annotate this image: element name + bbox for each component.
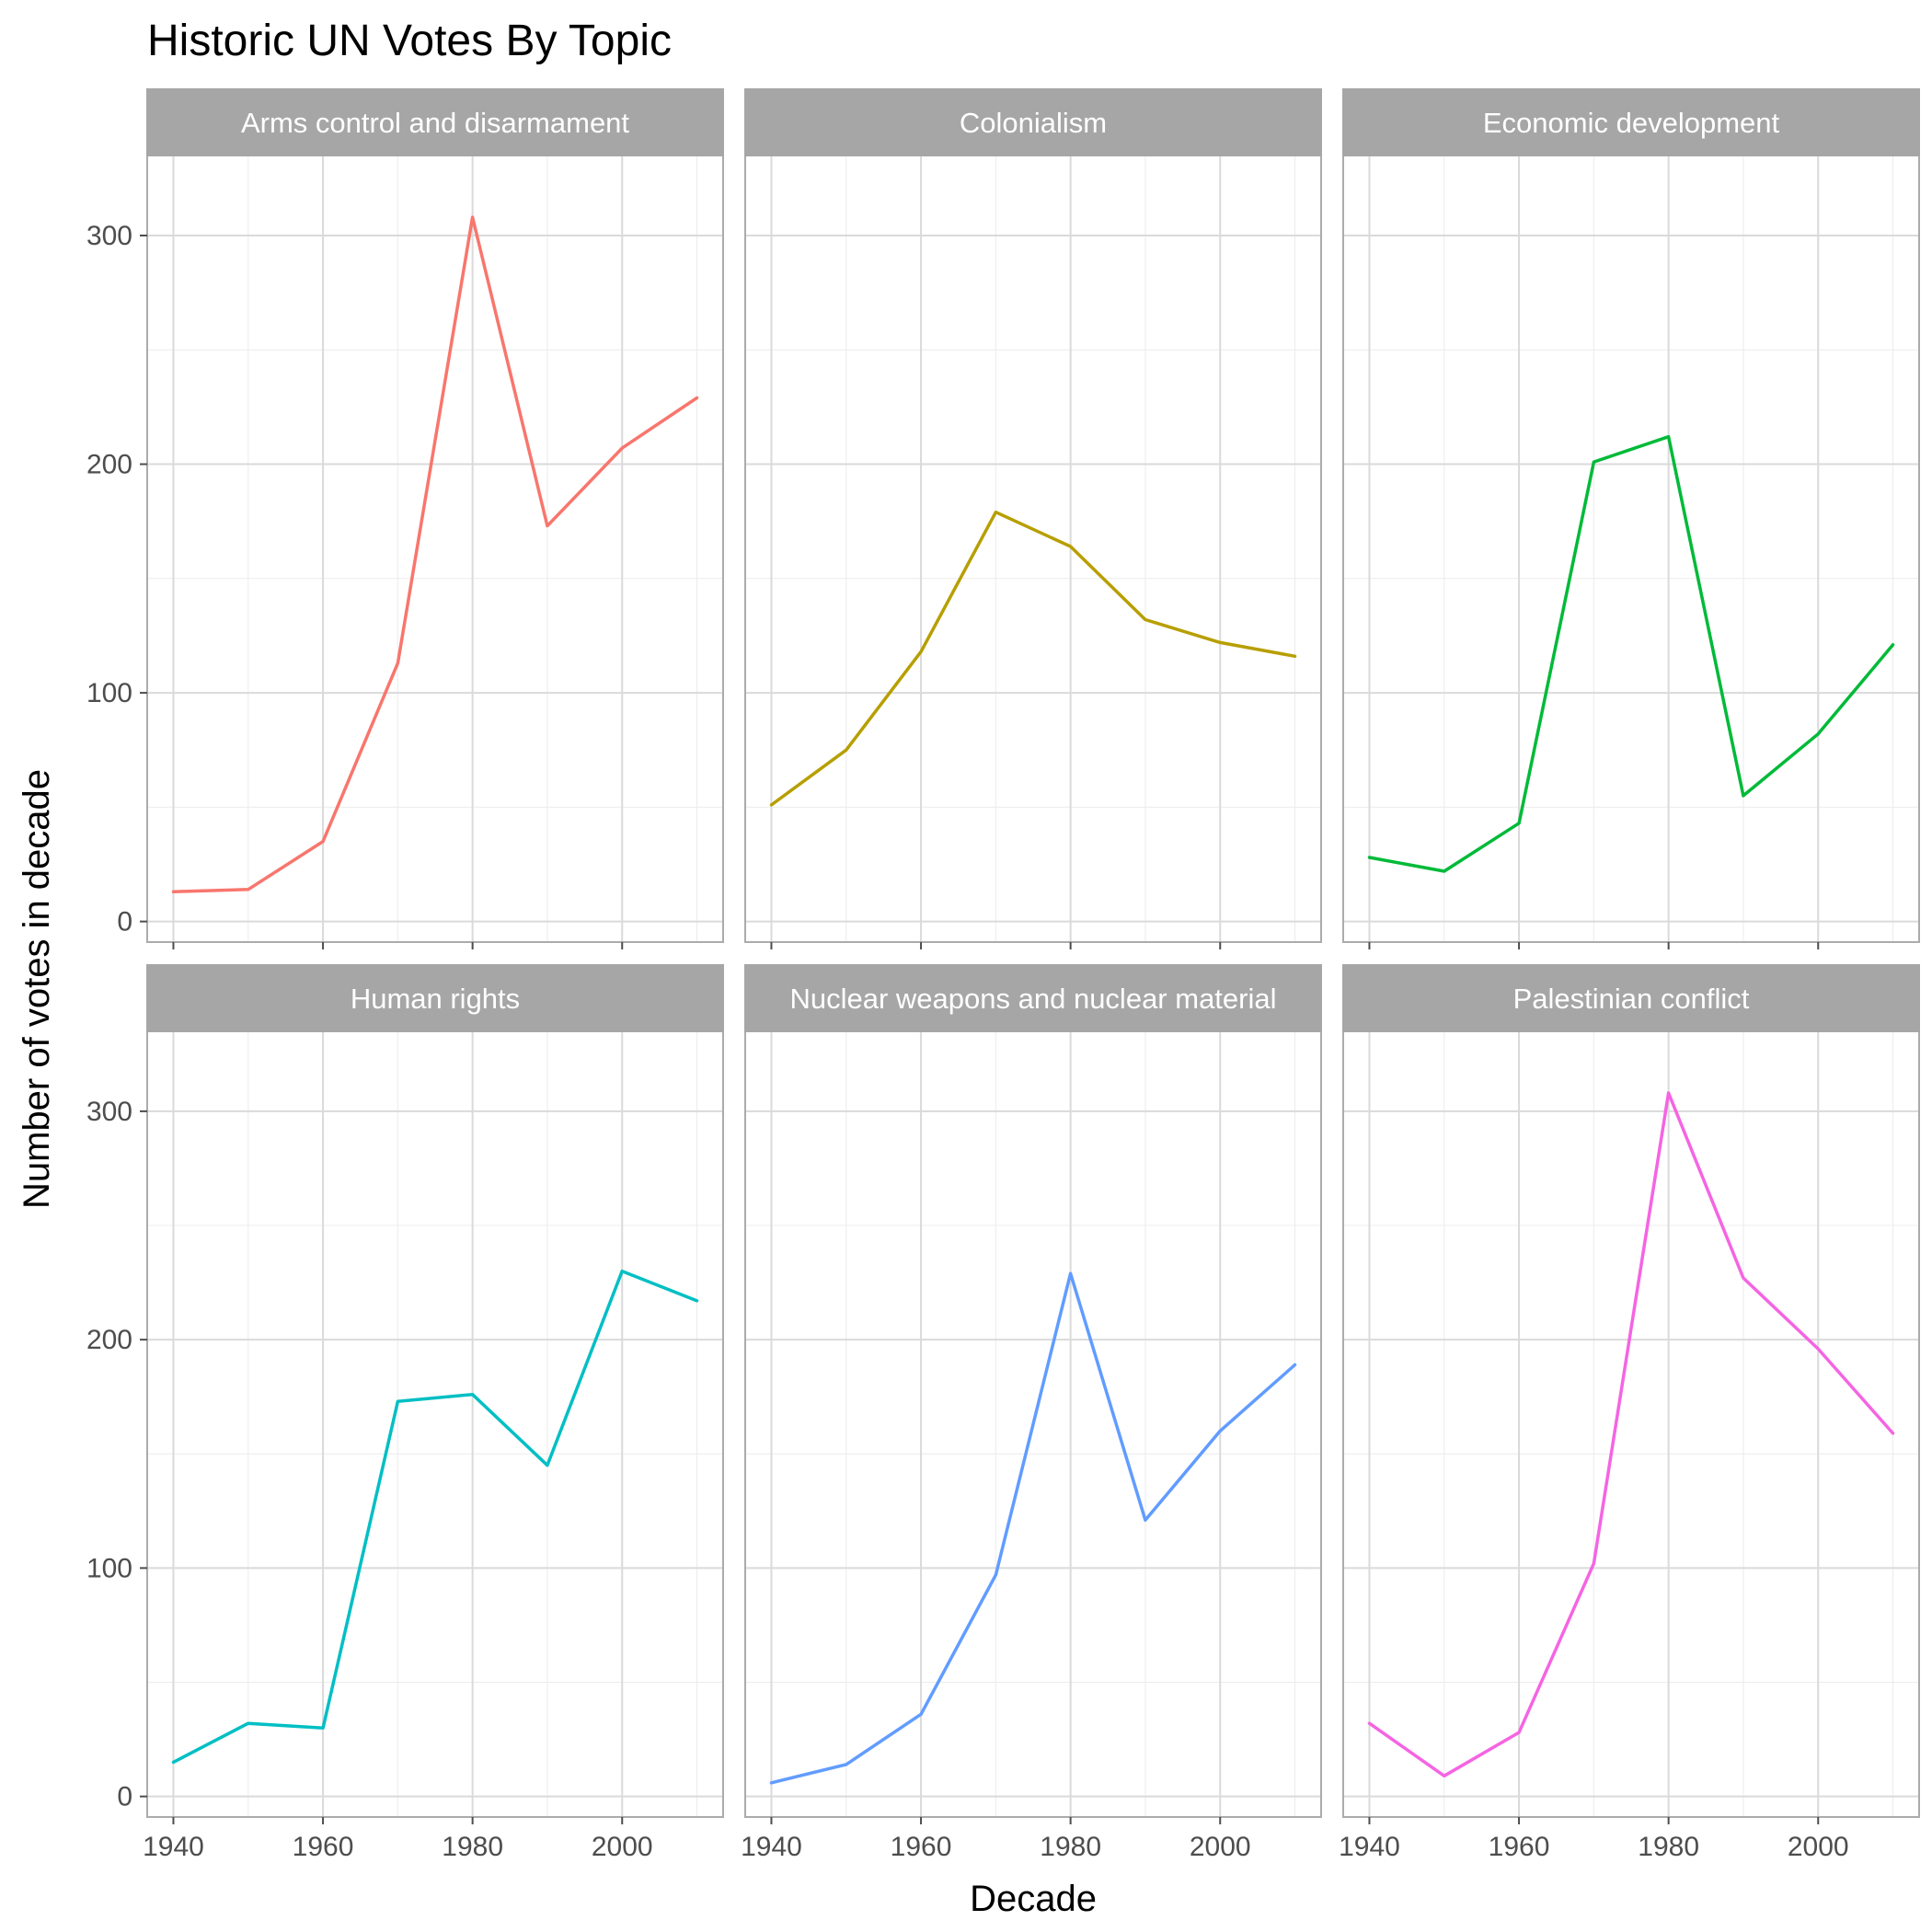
facet-panel: Human rights 0 100 200 300 1940 1960 1980 2000 bbox=[86, 964, 724, 1862]
facet-strip bbox=[146, 964, 724, 1032]
facet-panel: Colonialism bbox=[744, 88, 1322, 949]
facet-strip bbox=[1342, 964, 1920, 1032]
facet-panel: Nuclear weapons and nuclear material 1940… bbox=[741, 964, 1322, 1862]
panel-border bbox=[1342, 1030, 1920, 1818]
x-tick-label: 1960 bbox=[891, 1832, 952, 1862]
x-tick-label: 1940 bbox=[143, 1832, 204, 1862]
facet-strip-label: Nuclear weapons and nuclear material bbox=[789, 983, 1276, 1015]
x-tick-label: 2000 bbox=[592, 1832, 653, 1862]
y-axis-title: Number of votes in decade bbox=[17, 769, 57, 1209]
facet-strip bbox=[744, 88, 1322, 156]
facet-strip-label: Colonialism bbox=[960, 107, 1107, 139]
series-line bbox=[1367, 1091, 1895, 1778]
facet-strip bbox=[1342, 88, 1920, 156]
facet-strip-label: Palestinian conflict bbox=[1513, 983, 1750, 1015]
series-line bbox=[769, 1271, 1297, 1785]
panel-border bbox=[744, 155, 1322, 943]
facet-panel: Arms control and disarmament 0 100 200 300 bbox=[86, 88, 724, 949]
y-tick-label: 0 bbox=[117, 1782, 132, 1812]
y-tick-label: 200 bbox=[86, 450, 132, 480]
panel-border bbox=[1342, 155, 1920, 943]
x-tick-label: 1980 bbox=[1040, 1832, 1101, 1862]
facet-panel: Economic development bbox=[1342, 88, 1920, 949]
x-tick-label: 1940 bbox=[741, 1832, 802, 1862]
x-tick-label: 2000 bbox=[1190, 1832, 1251, 1862]
y-tick-label: 0 bbox=[117, 907, 132, 937]
y-tick-label: 300 bbox=[86, 221, 132, 251]
y-tick-label: 200 bbox=[86, 1325, 132, 1355]
x-axis-title: Decade bbox=[970, 1879, 1097, 1919]
panel-border bbox=[146, 155, 724, 943]
y-tick-label: 100 bbox=[86, 1553, 132, 1583]
facet-strip bbox=[744, 964, 1322, 1032]
series-line bbox=[1367, 434, 1895, 873]
facet-strip bbox=[146, 88, 724, 156]
x-tick-label: 1960 bbox=[293, 1832, 354, 1862]
facet-strip-label: Human rights bbox=[351, 983, 520, 1015]
x-tick-label: 1960 bbox=[1489, 1832, 1550, 1862]
x-tick-label: 1980 bbox=[1638, 1832, 1699, 1862]
x-tick-label: 1980 bbox=[442, 1832, 503, 1862]
x-tick-label: 1940 bbox=[1339, 1832, 1400, 1862]
panel-border bbox=[146, 1030, 724, 1818]
chart-title: Historic UN Votes By Topic bbox=[147, 17, 672, 65]
series-line bbox=[769, 510, 1297, 807]
y-tick-label: 300 bbox=[86, 1097, 132, 1127]
series-line bbox=[171, 1269, 699, 1765]
facet-strip-label: Arms control and disarmament bbox=[241, 107, 629, 139]
x-tick-label: 2000 bbox=[1788, 1832, 1849, 1862]
facet-panel: Palestinian conflict 1940 1960 1980 2000 bbox=[1339, 964, 1920, 1862]
facet-strip-label: Economic development bbox=[1483, 107, 1780, 139]
facet-panels: Arms control and disarmament 0 100 200 300 Co… bbox=[86, 88, 1920, 1862]
y-tick-label: 100 bbox=[86, 678, 132, 708]
series-line bbox=[171, 215, 699, 894]
